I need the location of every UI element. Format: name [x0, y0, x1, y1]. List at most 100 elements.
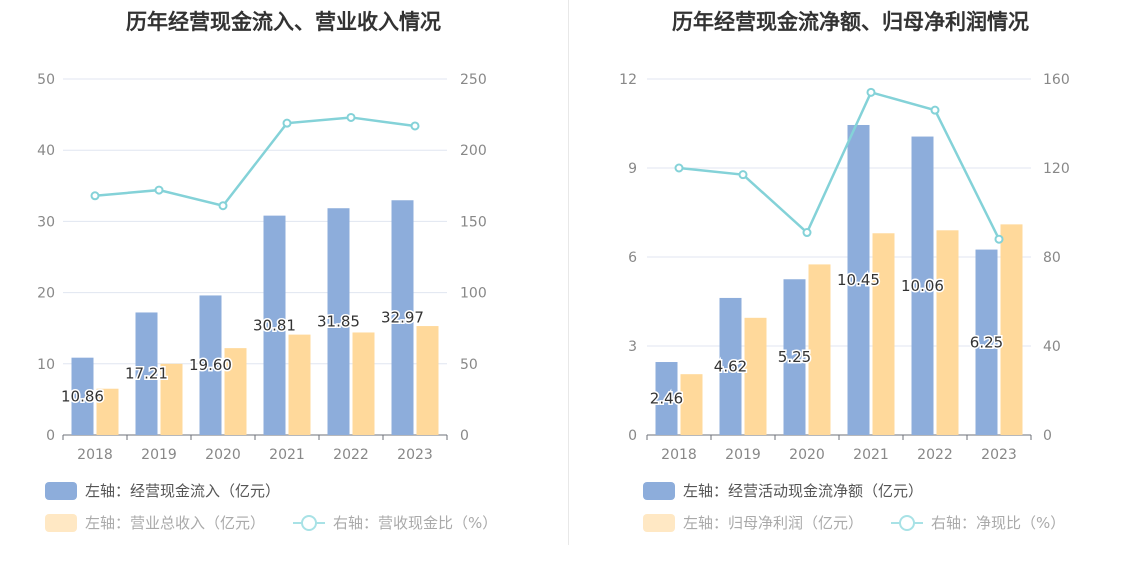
- bar-secondary: [288, 334, 311, 435]
- legend-swatch: [643, 513, 675, 532]
- right-axis-tick-label: 200: [460, 143, 487, 159]
- x-axis-tick-label: 2023: [397, 447, 433, 463]
- x-axis-tick-label: 2020: [789, 447, 825, 463]
- left-axis-tick-label: 30: [37, 214, 55, 230]
- bar-primary: [327, 208, 350, 435]
- chart-panel-left: 历年经营现金流入、营业收入情况 0 10 20 30 40 50 0 50 100 150 200 2…: [37, 10, 497, 533]
- right-axis-tick-label: 80: [1043, 250, 1061, 266]
- legend-swatch: [45, 481, 77, 500]
- legend-label: 右轴：营收现金比（%）: [333, 514, 498, 532]
- x-axis-tick-label: 2021: [269, 447, 305, 463]
- left-axis-tick-label: 20: [37, 286, 55, 302]
- chart-title: 历年经营现金流净额、归母净利润情况: [672, 10, 1029, 34]
- legend-label: 左轴：营业总收入（亿元）: [85, 514, 266, 532]
- legend-line-swatch: [293, 514, 325, 532]
- legend-label: 右轴：净现比（%）: [931, 514, 1066, 532]
- legend-item[interactable]: 右轴：营收现金比（%）: [293, 512, 497, 533]
- legend-item[interactable]: 左轴：营业总收入（亿元）: [45, 512, 265, 533]
- bar-secondary: [872, 233, 895, 435]
- legend-label: 左轴：经营活动现金流净额（亿元）: [683, 482, 924, 500]
- right-axis-tick-label: 0: [1043, 428, 1052, 444]
- bar-primary: [71, 357, 94, 435]
- left-axis-tick-label: 10: [37, 357, 55, 373]
- legend-item[interactable]: 左轴：经营活动现金流净额（亿元）: [643, 480, 923, 501]
- legend-item[interactable]: 左轴：经营现金流入（亿元）: [45, 480, 280, 501]
- bar-data-label: 10.45: [837, 271, 880, 289]
- bar-secondary: [96, 388, 119, 435]
- right-axis-tick-label: 0: [460, 428, 469, 444]
- bar-data-label: 2.46: [650, 390, 683, 408]
- left-axis-tick-label: 6: [628, 250, 637, 266]
- right-axis-tick-label: 160: [1043, 72, 1070, 88]
- bar-primary: [135, 312, 158, 435]
- x-axis-tick-label: 2019: [141, 447, 177, 463]
- line-point: [154, 185, 164, 195]
- right-axis-tick-label: 150: [460, 214, 487, 230]
- line-point: [802, 228, 812, 238]
- bar-primary: [975, 249, 998, 435]
- right-axis-tick-label: 40: [1043, 339, 1061, 355]
- right-axis-tick-label: 250: [460, 72, 487, 88]
- legend-item[interactable]: 左轴：归母净利润（亿元）: [643, 512, 863, 533]
- bar-data-label: 5.25: [778, 348, 811, 366]
- bar-data-label: 17.21: [125, 365, 168, 383]
- bar-secondary: [936, 230, 959, 435]
- right-axis-tick-label: 120: [1043, 161, 1070, 177]
- line-point: [866, 87, 876, 97]
- bar-secondary: [744, 317, 767, 435]
- right-axis-tick-label: 100: [460, 286, 487, 302]
- line-point: [410, 121, 420, 131]
- bar-data-label: 31.85: [317, 313, 360, 331]
- bar-primary: [263, 215, 286, 435]
- bar-data-label: 4.62: [714, 357, 747, 375]
- bar-secondary: [416, 326, 439, 435]
- line-point: [994, 234, 1004, 244]
- x-axis-tick-label: 2020: [205, 447, 241, 463]
- bar-secondary: [160, 363, 183, 435]
- bar-secondary: [680, 374, 703, 435]
- chart-plot-left: 0 10 20 30 40 50 0 50 100 150 200 250 2018 2019 2020 20…: [37, 72, 487, 463]
- x-axis-tick-label: 2019: [725, 447, 761, 463]
- line-point: [90, 191, 100, 201]
- legend-label: 左轴：经营现金流入（亿元）: [85, 482, 281, 500]
- left-axis-tick-label: 40: [37, 143, 55, 159]
- chart-title: 历年经营现金流入、营业收入情况: [126, 10, 441, 34]
- left-axis-tick-label: 12: [619, 72, 637, 88]
- bar-primary: [655, 362, 678, 435]
- bar-data-label: 32.97: [381, 309, 424, 327]
- bar-primary: [783, 279, 806, 435]
- legend-item[interactable]: 右轴：净现比（%）: [891, 512, 1065, 533]
- left-axis-tick-label: 0: [46, 428, 55, 444]
- bar-data-label: 10.86: [61, 387, 104, 405]
- bar-secondary: [224, 348, 247, 435]
- bar-data-label: 10.06: [901, 277, 944, 295]
- left-axis-tick-label: 3: [628, 339, 637, 355]
- left-axis-tick-label: 50: [37, 72, 55, 88]
- x-axis-tick-label: 2023: [981, 447, 1017, 463]
- line-point: [674, 163, 684, 173]
- bar-primary: [719, 297, 742, 435]
- chart-panel-right: 历年经营现金流净额、归母净利润情况 0 3 6 9 12 0 40 80 120 160 2018 2…: [567, 0, 1134, 582]
- bar-secondary: [352, 332, 375, 435]
- line-point: [738, 170, 748, 180]
- x-axis-tick-label: 2022: [333, 447, 369, 463]
- line-point: [218, 201, 228, 211]
- bar-data-label: 6.25: [970, 333, 1003, 351]
- legend-label: 左轴：归母净利润（亿元）: [683, 514, 864, 532]
- bar-data-label: 30.81: [253, 316, 296, 334]
- x-axis-tick-label: 2021: [853, 447, 889, 463]
- line-point: [346, 112, 356, 122]
- legend-line-swatch: [891, 514, 923, 532]
- legend-swatch: [45, 513, 77, 532]
- line-series: [94, 116, 416, 208]
- line-point: [282, 118, 292, 128]
- legend-swatch: [643, 481, 675, 500]
- bar-data-label: 19.60: [189, 356, 232, 374]
- x-axis-tick-label: 2018: [77, 447, 113, 463]
- x-axis-tick-label: 2018: [661, 447, 697, 463]
- left-axis-tick-label: 0: [628, 428, 637, 444]
- bar-primary: [391, 200, 414, 435]
- right-axis-tick-label: 50: [460, 357, 478, 373]
- bar-secondary: [808, 264, 831, 435]
